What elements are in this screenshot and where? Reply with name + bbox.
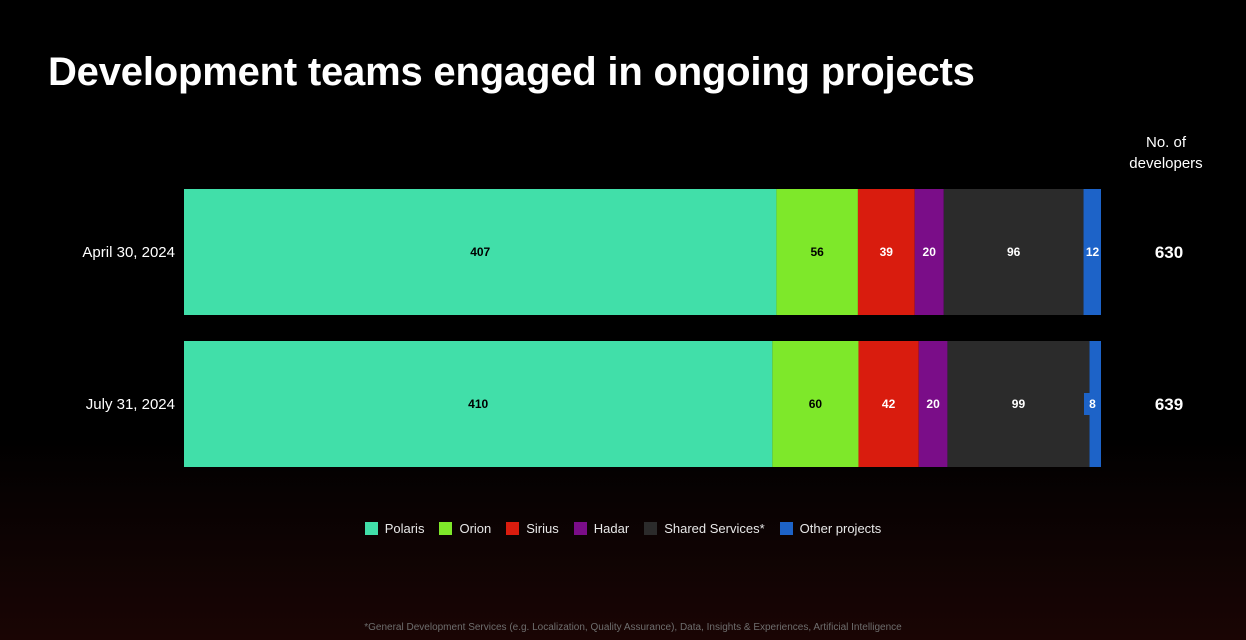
legend-swatch [506, 522, 520, 535]
legend-swatch [644, 522, 658, 535]
bar-segment-orion [776, 189, 858, 315]
bar-segment-hadar [918, 341, 948, 467]
data-label: 42 [882, 397, 896, 411]
bar-segment-polaris [184, 341, 773, 467]
data-label: 56 [810, 245, 824, 259]
legend-swatch [779, 522, 793, 535]
legend-label: Hadar [593, 521, 630, 536]
data-label: 39 [880, 245, 894, 259]
bar-segment-polaris [184, 189, 777, 315]
data-label-background [1084, 393, 1101, 415]
data-label: 407 [470, 245, 490, 259]
total-value: 630 [1155, 243, 1183, 262]
legend-item-other-projects: Other projects [779, 521, 882, 536]
totals-column-header: No. of developers [1129, 134, 1203, 172]
bar-segment-sirius [858, 341, 919, 467]
chart-legend: Polaris Orion Sirius Hadar Shared Services* O… [0, 521, 1246, 536]
legend-label: Orion [459, 521, 492, 536]
data-label: 8 [1089, 397, 1096, 411]
legend-label: Other projects [799, 521, 882, 536]
bar-segment-shared-services [943, 189, 1084, 315]
chart-title: Development teams engaged in ongoing pro… [48, 50, 975, 94]
category-label: July 31, 2024 [86, 396, 175, 413]
data-label-background [1084, 241, 1101, 263]
bar-segment-sirius [857, 189, 915, 315]
legend-item-hadar: Hadar [573, 521, 630, 536]
legend-label: Shared Services* [664, 521, 765, 536]
legend-item-orion: Orion [439, 521, 491, 536]
bar-segment-hadar [914, 189, 944, 315]
legend-item-sirius: Sirius [506, 521, 559, 536]
footnote: *General Development Services (e.g. Loca… [364, 622, 902, 633]
data-label: 96 [1007, 245, 1021, 259]
legend-label: Polaris [384, 521, 425, 536]
legend-swatch [364, 522, 378, 535]
legend-swatch [573, 522, 587, 535]
data-label: 20 [926, 397, 940, 411]
legend-item-shared-services: Shared Services* [644, 521, 765, 536]
data-label: 20 [923, 245, 937, 259]
bar-segment-shared-services [947, 341, 1090, 467]
total-value: 639 [1155, 395, 1183, 414]
data-label: 12 [1086, 245, 1100, 259]
data-label: 410 [468, 397, 488, 411]
data-label: 60 [809, 397, 823, 411]
bar-segment-orion [772, 341, 859, 467]
legend-item-polaris: Polaris [364, 521, 425, 536]
category-label: April 30, 2024 [82, 244, 175, 261]
legend-swatch [439, 522, 453, 535]
data-label: 99 [1012, 397, 1026, 411]
legend-label: Sirius [526, 521, 559, 536]
